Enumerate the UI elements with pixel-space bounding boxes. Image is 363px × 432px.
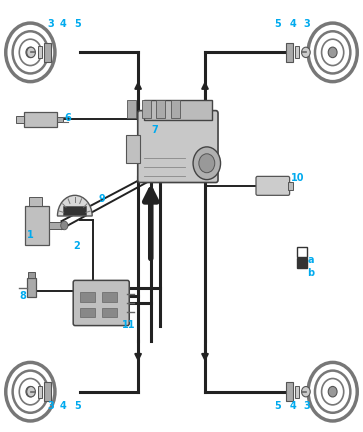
Text: 10: 10 (290, 173, 304, 183)
Bar (142, 101, 151, 118)
Text: 1: 1 (27, 230, 34, 240)
Circle shape (26, 47, 35, 57)
Bar (286, 43, 293, 62)
Text: 7: 7 (151, 125, 158, 135)
Text: 4: 4 (289, 401, 296, 411)
FancyBboxPatch shape (256, 176, 290, 195)
Bar (81, 308, 95, 317)
Bar (295, 386, 299, 398)
Bar (49, 222, 63, 229)
Circle shape (27, 47, 36, 57)
Bar (102, 308, 117, 317)
Text: 5: 5 (275, 19, 281, 29)
Circle shape (328, 386, 337, 397)
Text: 2: 2 (73, 241, 80, 251)
Bar (28, 272, 35, 279)
Circle shape (61, 221, 68, 230)
Text: 9: 9 (99, 194, 105, 204)
Text: 3: 3 (47, 401, 54, 411)
Bar (171, 101, 180, 118)
Text: b: b (307, 268, 314, 278)
Circle shape (328, 47, 337, 57)
Bar (63, 206, 86, 215)
Bar (25, 206, 49, 245)
Bar (44, 43, 50, 62)
Circle shape (302, 387, 310, 397)
Bar (286, 382, 293, 401)
Text: 3: 3 (303, 19, 310, 29)
Bar (127, 101, 136, 118)
Text: a: a (308, 255, 314, 265)
Text: 3: 3 (47, 19, 54, 29)
Bar (156, 101, 165, 118)
Text: 5: 5 (74, 19, 81, 29)
Wedge shape (57, 195, 92, 216)
Bar (27, 279, 36, 296)
Text: 5: 5 (275, 401, 281, 411)
Circle shape (27, 387, 36, 397)
Bar (44, 382, 50, 401)
Circle shape (199, 154, 215, 173)
Bar (297, 248, 307, 257)
Bar (126, 135, 140, 163)
Bar (143, 100, 212, 120)
Bar (38, 386, 42, 398)
Text: 4: 4 (60, 19, 67, 29)
Bar (16, 116, 24, 123)
Bar (288, 181, 293, 190)
Bar (57, 117, 63, 122)
FancyBboxPatch shape (138, 111, 218, 182)
Text: 4: 4 (60, 401, 67, 411)
Circle shape (26, 386, 35, 397)
Bar (81, 292, 95, 302)
Bar (295, 46, 299, 58)
Bar (102, 292, 117, 302)
Bar (24, 111, 57, 127)
Bar (297, 258, 307, 268)
Text: 6: 6 (64, 113, 71, 123)
Text: 8: 8 (20, 291, 26, 301)
Circle shape (193, 147, 221, 180)
Text: 3: 3 (303, 401, 310, 411)
Bar (29, 197, 41, 206)
Bar (38, 46, 42, 58)
Circle shape (302, 47, 310, 57)
Text: 5: 5 (74, 401, 81, 411)
FancyBboxPatch shape (73, 280, 129, 326)
Text: 11: 11 (122, 320, 136, 330)
Text: 4: 4 (289, 19, 296, 29)
